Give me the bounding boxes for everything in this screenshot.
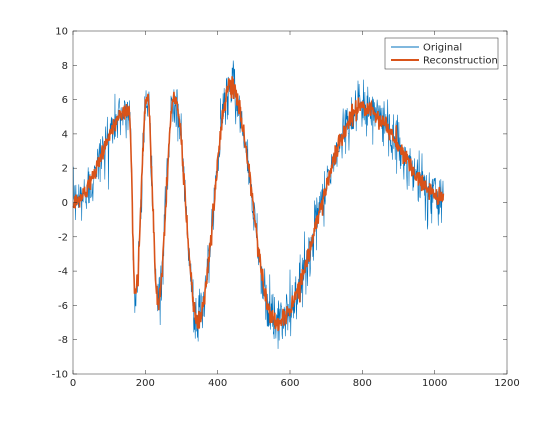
y-tick-label: -8 xyxy=(58,335,68,346)
y-tick-label: -4 xyxy=(58,267,68,278)
x-tick-label: 0 xyxy=(70,378,76,389)
y-tick-label: 0 xyxy=(62,198,68,209)
axes: 0 200 400 600 800 1000 1200 -10 -8 -6 -4 -2 0 2 4 6 8 10 xyxy=(52,27,520,390)
y-tick-label: 4 xyxy=(62,129,68,140)
plot-area xyxy=(73,31,507,374)
y-tick-label: -6 xyxy=(58,301,68,312)
x-tick-label: 600 xyxy=(280,378,299,389)
y-tick-label: -10 xyxy=(52,370,68,381)
legend-label-reconstruction: Reconstruction xyxy=(423,56,498,67)
x-tick-label: 400 xyxy=(208,378,227,389)
x-tick-label: 800 xyxy=(353,378,372,389)
x-tick-label: 200 xyxy=(136,378,155,389)
legend-box xyxy=(384,37,499,70)
plot-background xyxy=(73,31,507,374)
x-tick-label: 1200 xyxy=(494,378,519,389)
y-tick-label: 6 xyxy=(62,95,68,106)
x-tick-label: 1000 xyxy=(422,378,447,389)
series-layer xyxy=(72,60,445,349)
y-tick-label: 2 xyxy=(62,164,68,175)
y-tick-label: -2 xyxy=(58,232,68,243)
series-reconstruction-line xyxy=(72,76,445,332)
legend: Original Reconstruction xyxy=(384,37,499,70)
legend-label-original: Original xyxy=(423,43,462,54)
y-tick-label: 10 xyxy=(55,27,68,38)
y-tick-label: 8 xyxy=(62,61,68,72)
